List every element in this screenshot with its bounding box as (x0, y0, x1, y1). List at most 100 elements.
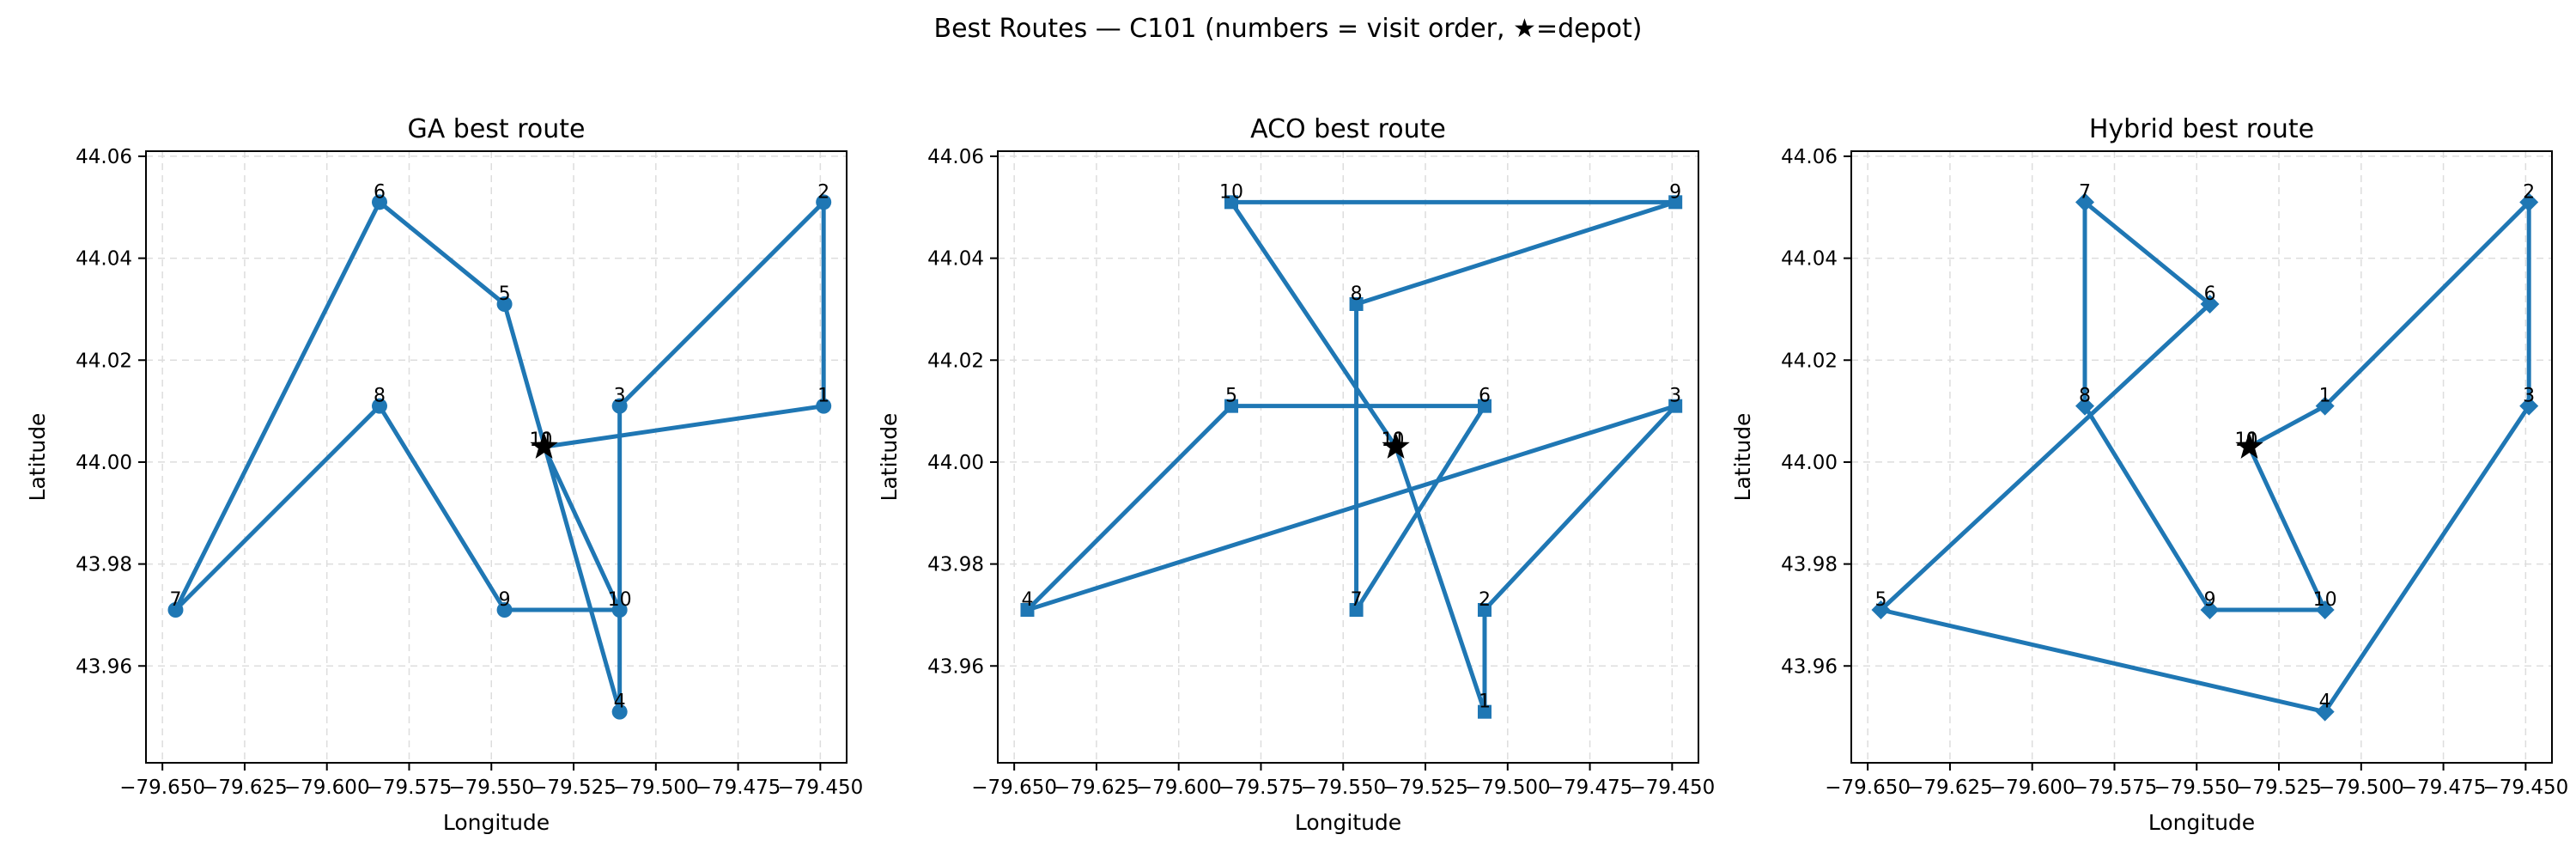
stop-marker (1224, 195, 1238, 210)
depot-label: 0 (541, 430, 553, 451)
stop-marker (1477, 399, 1492, 413)
visit-order-label: 5 (1874, 589, 1886, 611)
visit-order-label: 1 (1479, 691, 1491, 713)
y-tick-label: 43.98 (927, 554, 984, 576)
stop-marker (2075, 192, 2094, 212)
x-tick-label: −79.450 (2482, 777, 2568, 799)
x-tick-label: −79.525 (2236, 777, 2322, 799)
x-tick-label: −79.450 (1629, 777, 1715, 799)
visit-order-label: 10 (2313, 589, 2337, 611)
y-tick-label: 43.98 (1781, 554, 1838, 576)
visit-order-label: 6 (374, 181, 386, 203)
depot-label: 0 (1393, 430, 1405, 451)
stop-marker (1668, 399, 1683, 413)
visit-order-label: 7 (2079, 181, 2091, 203)
x-tick-label: −79.575 (1218, 777, 1304, 799)
x-tick-label: −79.550 (1300, 777, 1386, 799)
stop-marker (611, 704, 628, 720)
visit-order-label: 1 (2319, 386, 2331, 407)
depot-star-icon (1382, 432, 1410, 459)
axes-frame (997, 150, 1699, 764)
x-axis-label: Longitude (443, 810, 550, 835)
chart-panel: GA best route 1 2 3 4 5 6 7 8 9 10 011 −79.650−79.62… (25, 114, 863, 835)
visit-order-label: 5 (499, 283, 511, 305)
y-tick-label: 43.96 (76, 655, 132, 678)
visit-order-label: 6 (2204, 283, 2216, 305)
visit-order-label: 4 (614, 691, 626, 713)
depot-label: 0 (2246, 430, 2258, 451)
chart-title: ACO best route (1250, 114, 1446, 144)
stop-marker (2315, 396, 2335, 416)
y-tick-label: 43.96 (1781, 655, 1838, 678)
y-tick-label: 44.02 (927, 350, 984, 372)
x-tick-label: −79.475 (1547, 777, 1633, 799)
stop-marker (372, 194, 387, 210)
x-tick-label: −79.625 (1054, 777, 1139, 799)
x-tick-label: −79.625 (1907, 777, 1993, 799)
stop-marker (1349, 297, 1364, 311)
stop-marker (816, 398, 832, 414)
y-tick-label: 44.06 (76, 146, 132, 168)
y-axis-label: Latitude (877, 413, 902, 502)
stop-marker (611, 398, 628, 414)
visit-order-label: 10 (1219, 181, 1243, 203)
x-tick-label: −79.650 (1825, 777, 1911, 799)
depot-label: 11 (1382, 430, 1406, 451)
x-tick-label: −79.650 (971, 777, 1057, 799)
y-tick-label: 44.00 (1781, 452, 1838, 474)
x-tick-label: −79.450 (777, 777, 863, 799)
x-tick-label: −79.500 (1465, 777, 1551, 799)
visit-order-label: 10 (608, 589, 632, 611)
x-tick-label: −79.600 (1136, 777, 1222, 799)
visit-order-label: 8 (1351, 283, 1363, 305)
stop-marker (1477, 704, 1492, 719)
stop-marker (2315, 702, 2335, 722)
x-tick-label: −79.600 (1990, 777, 2075, 799)
y-tick-label: 44.06 (1781, 146, 1838, 168)
visit-order-label: 9 (1669, 181, 1681, 203)
y-tick-label: 44.02 (1781, 350, 1838, 372)
route-line (1024, 199, 1678, 715)
y-tick-label: 44.00 (927, 452, 984, 474)
y-tick-label: 44.06 (927, 146, 984, 168)
stop-marker (1020, 603, 1035, 617)
x-tick-label: −79.625 (202, 777, 288, 799)
stop-marker (2200, 295, 2220, 314)
visit-order-label: 1 (817, 386, 829, 407)
axes-frame (145, 150, 848, 764)
x-tick-label: −79.650 (119, 777, 205, 799)
visit-order-label: 5 (1225, 386, 1237, 407)
x-axis-label: Longitude (1295, 810, 1401, 835)
chart-title: GA best route (408, 114, 586, 144)
visit-order-label: 2 (1479, 589, 1491, 611)
stop-marker (1668, 195, 1683, 210)
stop-marker (2200, 600, 2220, 619)
visit-order-label: 3 (2523, 386, 2535, 407)
visit-order-label: 7 (169, 589, 181, 611)
depot-label: 11 (530, 430, 554, 451)
x-tick-label: −79.525 (531, 777, 617, 799)
route-line (1878, 199, 2531, 715)
axes-frame (1850, 150, 2553, 764)
depot-star-icon (2235, 432, 2263, 459)
x-tick-label: −79.525 (1382, 777, 1468, 799)
stop-marker (496, 296, 513, 312)
visit-order-label: 9 (499, 589, 511, 611)
y-tick-label: 44.00 (76, 452, 132, 474)
stop-marker (2075, 396, 2094, 416)
visit-order-label: 3 (1669, 386, 1681, 407)
stop-marker (372, 398, 387, 414)
visit-order-label: 9 (2204, 589, 2216, 611)
stop-marker (1477, 603, 1492, 617)
x-tick-label: −79.600 (284, 777, 370, 799)
y-tick-label: 44.04 (76, 248, 132, 271)
y-tick-label: 43.96 (927, 655, 984, 678)
visit-order-label: 3 (614, 386, 626, 407)
y-tick-label: 44.04 (927, 248, 984, 271)
x-tick-label: −79.475 (2401, 777, 2487, 799)
stop-marker (1224, 399, 1238, 413)
y-axis-label: Latitude (1730, 413, 1755, 502)
